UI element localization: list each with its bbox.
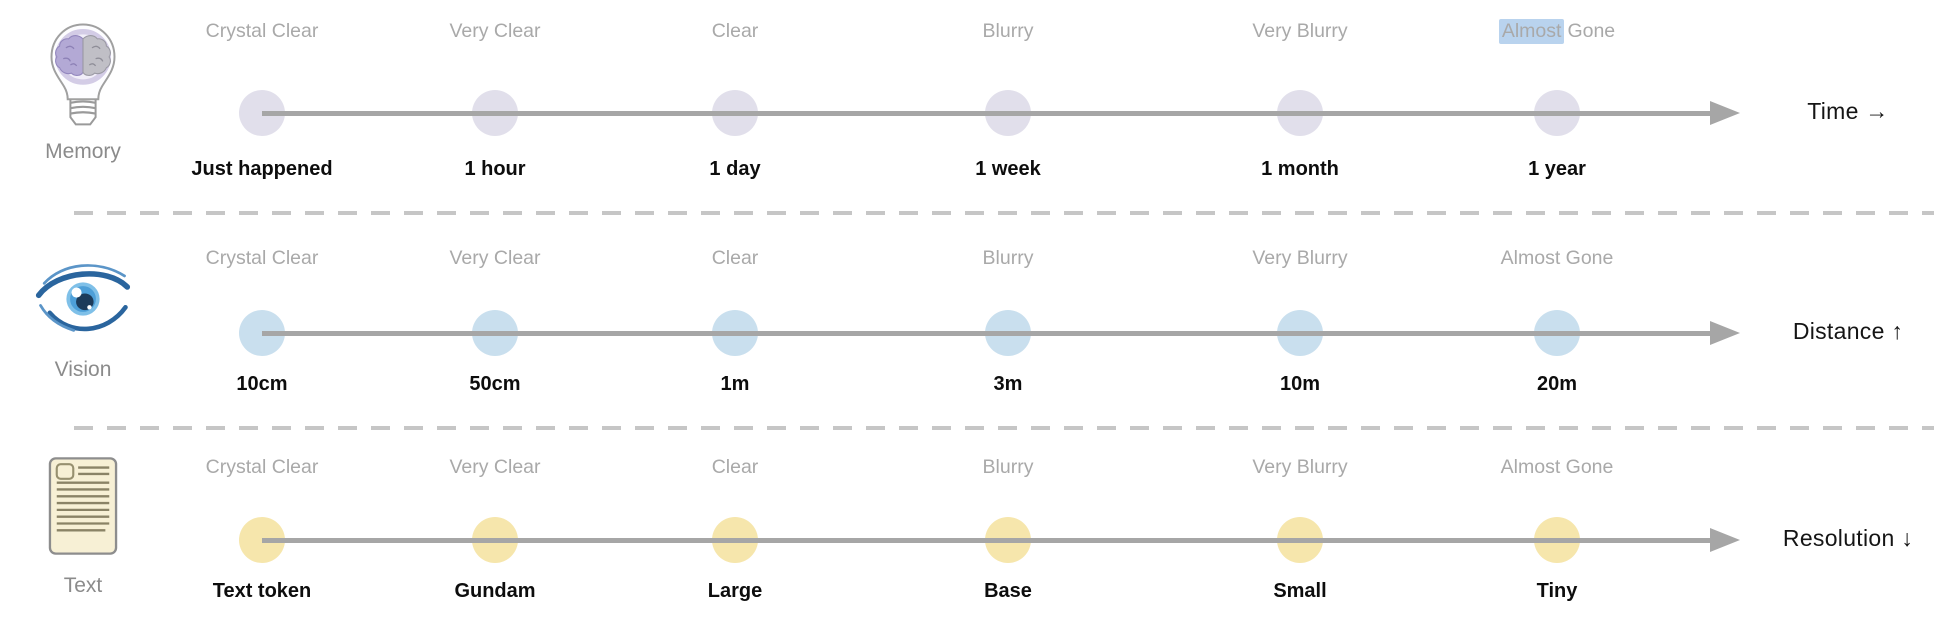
clarity-label: Very Blurry [1252,456,1348,478]
stage-value-label: 20m [1536,373,1578,395]
text-stage-5: Very Blurry Small [1190,428,1410,628]
clarity-label: Blurry [982,247,1034,269]
clarity-label: Almost Gone [1500,456,1614,478]
text-arrowhead-icon [1710,528,1740,552]
row-label-vision: Vision [54,358,112,381]
stage-value-label: Gundam [454,580,536,602]
stage-value-label: 10m [1279,373,1321,395]
vision-arrowhead-icon [1710,321,1740,345]
clarity-label: Blurry [982,20,1034,42]
row-divider [74,426,1934,430]
vision-stage-4: Blurry 3m [898,213,1118,428]
text-stage-4: Blurry Base [898,428,1118,628]
row-label-memory: Memory [45,140,121,163]
stage-value-label: 3m [993,373,1023,395]
memory-arrowhead-icon [1710,101,1740,125]
stage-value-label: 10cm [236,373,288,395]
memory-row: Memory Time → Crystal Clear Just happene… [0,0,1938,213]
clarity-label: Very Blurry [1252,247,1348,269]
memory-axis-label: Time → [1807,98,1889,124]
text-icon-block: Text [16,428,150,628]
memory-icon-block: Memory [16,0,150,213]
vision-stage-2: Very Clear 50cm [385,213,605,428]
clarity-label: Very Clear [449,456,541,478]
clarity-label-rest: Gone [1567,20,1616,42]
stage-value-label: Large [707,580,763,602]
vision-stage-6: Almost Gone 20m [1447,213,1667,428]
memory-stage-1: Crystal Clear Just happened [152,0,372,213]
brain-lightbulb-icon [50,23,116,126]
text-stage-2: Very Clear Gundam [385,428,605,628]
vision-axis-label: Distance ↑ [1792,318,1904,344]
stage-value-label: Text token [212,580,312,602]
clarity-label: Clear [711,456,759,478]
clarity-label: Blurry [982,456,1034,478]
stage-value-label: 1 hour [464,158,526,180]
clarity-label: Crystal Clear [205,247,319,269]
stage-value-label: Just happened [191,158,333,180]
clarity-label: Crystal Clear [205,20,319,42]
clarity-label: Very Blurry [1252,20,1348,42]
document-icon [48,457,118,555]
memory-stage-2: Very Clear 1 hour [385,0,605,213]
vision-icon-block: Vision [16,213,150,428]
stage-value-label: Base [984,580,1032,602]
highlighted-word: Almost [1498,19,1565,44]
row-divider [74,211,1934,215]
stage-value-label: 50cm [469,373,521,395]
clarity-label-highlighted: Almost Gone [1447,19,1667,44]
stage-value-label: Small [1273,580,1327,602]
vision-stage-3: Clear 1m [625,213,845,428]
text-stage-6: Almost Gone Tiny [1447,428,1667,628]
memory-stage-5: Very Blurry 1 month [1190,0,1410,213]
clarity-label: Crystal Clear [205,456,319,478]
vision-stage-1: Crystal Clear 10cm [152,213,372,428]
stage-value-label: 1 month [1261,158,1339,180]
text-stage-3: Clear Large [625,428,845,628]
memory-stage-6: Almost Gone 1 year [1447,0,1667,213]
text-timeline-axis [262,538,1712,543]
text-stage-1: Crystal Clear Text token [152,428,372,628]
memory-stage-3: Clear 1 day [625,0,845,213]
stage-value-label: Tiny [1536,580,1578,602]
clarity-label: Very Clear [449,247,541,269]
vision-row: Vision Distance ↑ Crystal Clear 10cm Ver… [0,213,1938,428]
row-label-text: Text [63,574,103,597]
stage-value-label: 1 day [709,158,761,180]
text-row: Text Resolution ↓ Crystal Clear Text tok… [0,428,1938,628]
stage-value-label: 1m [720,373,750,395]
vision-stage-5: Very Blurry 10m [1190,213,1410,428]
memory-stage-4: Blurry 1 week [898,0,1118,213]
vision-timeline-axis [262,331,1712,336]
stage-value-label: 1 year [1528,158,1586,180]
clarity-label: Very Clear [449,20,541,42]
clarity-label: Almost Gone [1500,247,1614,269]
memory-timeline-axis [262,111,1712,116]
text-axis-label: Resolution ↓ [1782,525,1914,551]
clarity-label: Clear [711,20,759,42]
clarity-label: Clear [711,247,759,269]
eye-icon [35,264,131,332]
stage-value-label: 1 week [975,158,1041,180]
